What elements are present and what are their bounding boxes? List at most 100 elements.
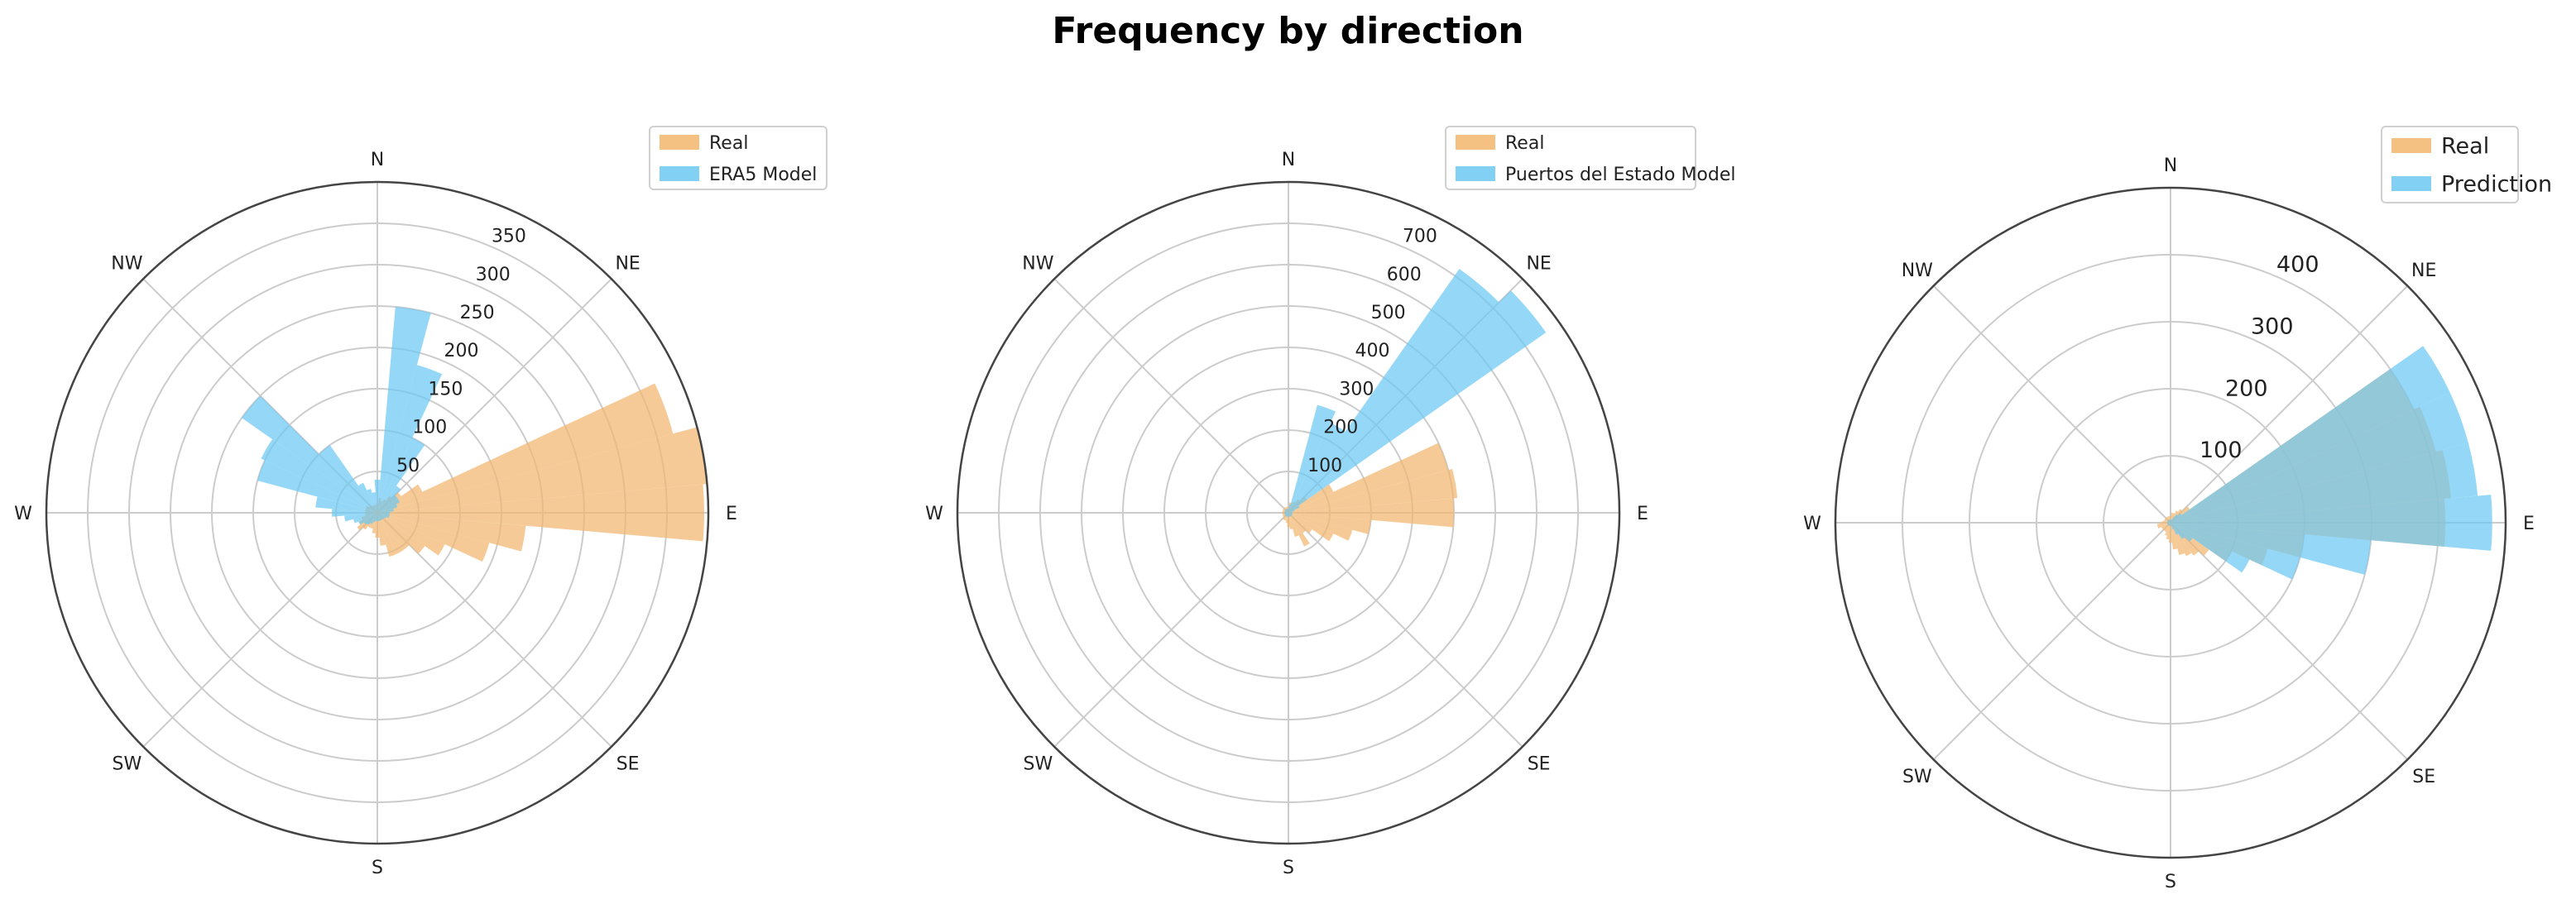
radial-tick-label: 200: [1323, 418, 1358, 438]
bar-wedge: [375, 513, 377, 521]
bar-wedge: [375, 513, 380, 538]
bar-wedge: [377, 498, 401, 513]
bar-wedge: [377, 513, 378, 522]
polar-frame: [956, 180, 1621, 845]
direction-label-s: S: [1283, 858, 1294, 878]
bar-wedge: [377, 513, 390, 516]
bar-wedge: [1288, 513, 1299, 537]
bar-wedge: [1286, 513, 1288, 517]
bar-wedge: [1284, 513, 1288, 516]
bar-wedge: [377, 513, 380, 521]
bar-wedge: [2171, 523, 2185, 539]
bar-wedge: [1288, 442, 1449, 513]
bar-wedge: [377, 438, 425, 513]
bar-wedge: [1288, 513, 1289, 517]
direction-label-n: N: [2164, 155, 2177, 176]
bar-wedge: [377, 513, 490, 562]
legend-label: Real: [2441, 134, 2489, 160]
legend-swatch: [2391, 138, 2431, 153]
bar-wedge: [1284, 512, 1288, 514]
bar-wedge: [1288, 513, 1293, 529]
bar-wedge: [377, 513, 381, 521]
radial-tick-label: 400: [1355, 341, 1390, 361]
direction-label-w: W: [14, 504, 32, 524]
radial-tick-label: 300: [2251, 313, 2294, 339]
bar-wedge: [377, 484, 704, 542]
legend-label: Prediction: [2441, 172, 2552, 198]
bar-wedge: [1286, 509, 1288, 513]
polar-frame: [45, 180, 710, 845]
bar-wedge: [377, 495, 398, 513]
bar-wedge: [2167, 523, 2171, 524]
bar-wedge: [257, 460, 377, 513]
legend-swatch: [1456, 166, 1495, 181]
bar-wedge: [2171, 514, 2178, 523]
polar-chart-1: 50 100 150 200 250 300 350 N NE E SE S SW W NW Real ERA5…: [14, 126, 827, 878]
bar-wedge: [1284, 509, 1288, 513]
radial-tick-label: 100: [412, 418, 447, 438]
bar-wedge: [377, 383, 674, 513]
direction-label-w: W: [925, 504, 943, 524]
bar-wedge: [1284, 511, 1288, 513]
legend-label: Real: [1505, 133, 1544, 154]
bar-wedge: [374, 480, 381, 513]
bar-wedge: [2168, 523, 2171, 526]
bar-wedge: [1288, 509, 1289, 513]
bar-wedge: [2171, 519, 2172, 523]
radial-tick-label: 100: [1307, 456, 1342, 476]
bar-wedge: [2167, 523, 2171, 525]
radial-tick-label: 350: [492, 227, 526, 247]
grid-spoke: [1932, 522, 2171, 761]
series-0: [1282, 442, 1458, 547]
bar-wedge: [2171, 523, 2185, 556]
bar-wedge: [261, 439, 377, 513]
bar-wedge: [2167, 520, 2171, 523]
bar-wedge: [2166, 523, 2171, 524]
bar-wedge: [377, 485, 401, 513]
bar-wedge: [1288, 513, 1293, 514]
direction-label-w: W: [1803, 514, 1821, 534]
bar-wedge: [1285, 513, 1288, 517]
bar-wedge: [1288, 509, 1295, 513]
bar-wedge: [1288, 513, 1293, 515]
bar-wedge: [1288, 513, 1312, 533]
bar-wedge: [367, 513, 377, 525]
bar-wedge: [2166, 521, 2171, 523]
direction-label-e: E: [726, 504, 737, 524]
bar-wedge: [2168, 519, 2171, 523]
bar-wedge: [358, 482, 377, 513]
bar-wedge: [1288, 484, 1334, 513]
bar-wedge: [377, 513, 410, 551]
legend: Real ERA5 Model: [649, 126, 827, 190]
radial-tick-label: 50: [396, 456, 420, 476]
bar-wedge: [2168, 519, 2171, 523]
bar-wedge: [1288, 290, 1547, 513]
radial-tick-label: 600: [1387, 265, 1422, 285]
bar-wedge: [1288, 512, 1293, 514]
radial-tick-label: 300: [476, 265, 511, 285]
bar-wedge: [377, 513, 385, 519]
bar-wedge: [2166, 522, 2171, 524]
bar-wedge: [1286, 513, 1288, 517]
figure-title: Frequency by direction: [1052, 10, 1524, 52]
series-1: [2166, 346, 2492, 580]
legend-swatch: [2391, 176, 2431, 191]
bar-wedge: [370, 513, 377, 524]
bar-wedge: [2169, 519, 2171, 523]
legend-box: [1445, 126, 1696, 190]
direction-label-e: E: [2523, 514, 2535, 534]
bar-wedge: [1288, 513, 1291, 517]
grid-spoke: [2170, 522, 2409, 761]
bar-wedge: [1288, 513, 1310, 547]
bar-wedge: [1288, 513, 1293, 516]
bar-wedge: [377, 513, 386, 519]
bar-wedge: [1288, 404, 1336, 513]
bar-wedge: [2171, 523, 2372, 575]
legend-swatch: [660, 135, 699, 150]
polar-chart-2: 100 200 300 400 500 600 700 N NE E SE S SW W NW Real Pue…: [925, 126, 1736, 878]
bar-wedge: [2167, 521, 2171, 523]
bar-wedge: [1288, 505, 1291, 513]
legend-swatch: [660, 166, 699, 181]
bar-wedge: [372, 492, 377, 513]
legend-label: Real: [709, 133, 748, 154]
